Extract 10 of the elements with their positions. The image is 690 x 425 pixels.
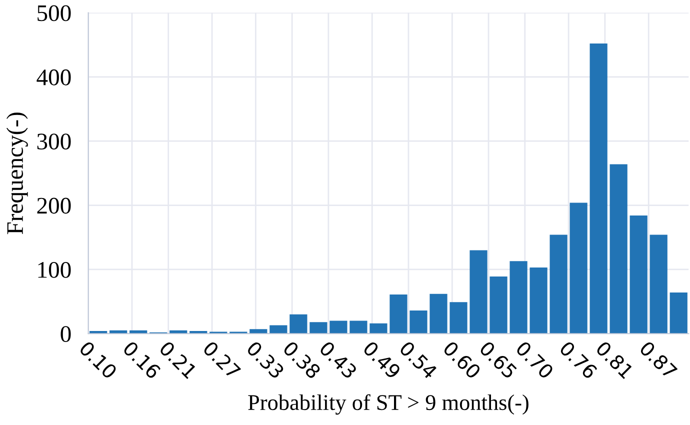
x-tick-label: 0.27 <box>202 340 242 380</box>
y-tick-label: 300 <box>37 134 71 150</box>
x-axis-title: Probability of ST > 9 months(-) <box>248 394 528 415</box>
y-tick-label: 0 <box>60 326 71 342</box>
x-tick-label: 0.87 <box>638 340 678 380</box>
y-axis-title: Frequency(-) <box>6 112 28 234</box>
y-tick-label: 200 <box>37 198 71 214</box>
y-tick-label: 400 <box>36 69 71 86</box>
y-tick-label: 100 <box>38 262 71 278</box>
y-tick-label: 500 <box>38 5 71 22</box>
